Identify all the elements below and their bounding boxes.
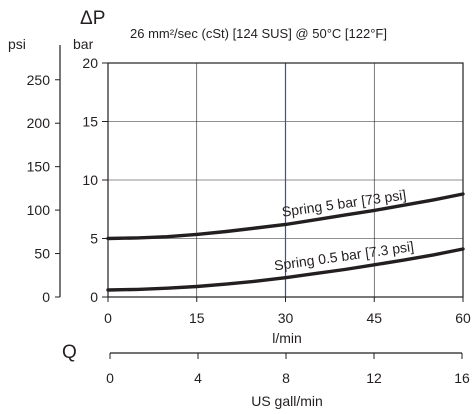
x-axis-usgal: 0 4 8 12 16 bbox=[106, 352, 470, 386]
bar-tick-label-20: 20 bbox=[82, 55, 98, 71]
psi-tick-label-150: 150 bbox=[27, 159, 51, 175]
x-axis-lmin-ticks: 0 15 30 45 60 bbox=[104, 297, 471, 326]
x-axis-label: l/min bbox=[272, 330, 302, 346]
x2-tick-label-8: 8 bbox=[282, 370, 290, 386]
y-axis-psi: 0 50 100 150 200 250 bbox=[27, 45, 61, 305]
x2-tick-label-12: 12 bbox=[366, 370, 382, 386]
psi-tick-label-100: 100 bbox=[27, 202, 51, 218]
x-tick-label-60: 60 bbox=[455, 310, 471, 326]
psi-tick-label-250: 250 bbox=[27, 72, 51, 88]
series-line-1 bbox=[106, 247, 465, 292]
x2-tick-label-4: 4 bbox=[194, 370, 202, 386]
x-tick-label-15: 15 bbox=[189, 310, 205, 326]
x-tick-label-0: 0 bbox=[104, 310, 112, 326]
bar-tick-label-0: 0 bbox=[90, 289, 98, 305]
x-tick-label-30: 30 bbox=[278, 310, 294, 326]
psi-tick-label-200: 200 bbox=[27, 115, 51, 131]
series-group bbox=[106, 192, 465, 292]
chart-title: 26 mm²/sec (cSt) [124 SUS] @ 50°C [122°F… bbox=[130, 26, 387, 41]
y-axis-bar-ticks: 0 5 10 15 20 bbox=[82, 55, 108, 305]
bar-tick-label-15: 15 bbox=[82, 114, 98, 130]
series-line-0 bbox=[106, 192, 465, 241]
x2-axis-label: US gall/min bbox=[251, 393, 323, 409]
x2-tick-label-16: 16 bbox=[454, 370, 470, 386]
y-unit-psi: psi bbox=[8, 36, 26, 52]
bar-tick-label-5: 5 bbox=[90, 231, 98, 247]
x2-tick-label-0: 0 bbox=[106, 370, 114, 386]
psi-tick-label-0: 0 bbox=[42, 289, 50, 305]
q-label: Q bbox=[62, 342, 77, 363]
psi-tick-label-50: 50 bbox=[34, 246, 50, 262]
bar-tick-label-10: 10 bbox=[82, 172, 98, 188]
x-tick-label-45: 45 bbox=[366, 310, 382, 326]
delta-p-label: ΔP bbox=[80, 8, 105, 29]
y-unit-bar: bar bbox=[73, 36, 94, 52]
